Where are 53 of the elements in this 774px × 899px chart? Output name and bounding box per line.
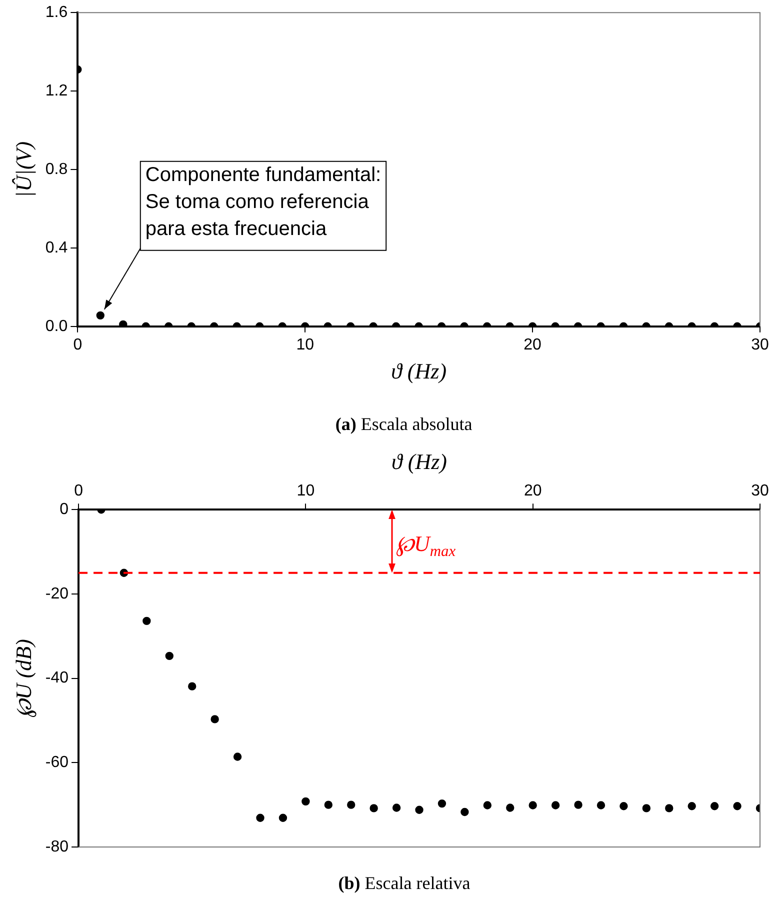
y-tick-label: -80 <box>45 838 69 856</box>
y-tick-label: 0.8 <box>45 160 68 178</box>
point <box>438 799 446 808</box>
text: (a) Escala absoluta <box>335 414 472 434</box>
point <box>392 804 401 812</box>
point <box>188 682 196 690</box>
y-axis-title: |Û|(V) <box>10 141 36 198</box>
x-axis-title: ϑ (Hz) <box>392 448 447 474</box>
x-tick-label: 0 <box>73 336 82 354</box>
x-tick-label: 10 <box>296 482 315 500</box>
point <box>119 320 128 326</box>
annotation: Componente fundamental: Se toma como referencia para esta frecuencia <box>145 164 382 240</box>
text: (b) Escala relativa <box>338 873 470 893</box>
y-tick-label: 0 <box>60 501 69 518</box>
x-tick-label: 10 <box>296 336 314 354</box>
point <box>324 800 332 809</box>
y-tick-label: -20 <box>45 585 69 602</box>
point <box>165 652 174 660</box>
y-tick-label: 1.2 <box>45 82 68 100</box>
x-tick-label: 20 <box>524 336 542 354</box>
point <box>142 616 151 626</box>
point <box>642 804 651 812</box>
y-tick-label: 1.6 <box>45 4 68 22</box>
point <box>710 802 719 810</box>
x-tick-label: 30 <box>751 336 769 354</box>
point <box>460 808 469 816</box>
point <box>733 802 742 810</box>
x-tick-label: 0 <box>74 482 84 500</box>
point <box>596 801 606 810</box>
point <box>483 801 492 810</box>
y-axis-title: ℘U (dB) <box>10 639 37 718</box>
point <box>415 806 424 814</box>
point <box>551 801 560 810</box>
point <box>210 715 219 724</box>
point <box>302 797 310 806</box>
point <box>370 804 378 812</box>
point <box>665 804 674 812</box>
y-tick-label: 0.0 <box>45 318 68 335</box>
y-tick-label: 0.4 <box>45 239 68 256</box>
x-axis-title: ϑ (Hz) <box>391 358 447 384</box>
point <box>620 802 628 810</box>
point <box>506 804 514 812</box>
y-tick-label: -40 <box>45 670 69 687</box>
x-tick-label: 30 <box>751 482 769 500</box>
point <box>347 800 356 809</box>
point <box>574 800 582 809</box>
point <box>256 814 264 822</box>
point <box>688 802 696 810</box>
y-tick-label: -60 <box>45 754 69 772</box>
x-tick-label: 20 <box>524 482 542 500</box>
point <box>278 814 288 822</box>
point <box>528 801 537 810</box>
point <box>233 752 242 761</box>
